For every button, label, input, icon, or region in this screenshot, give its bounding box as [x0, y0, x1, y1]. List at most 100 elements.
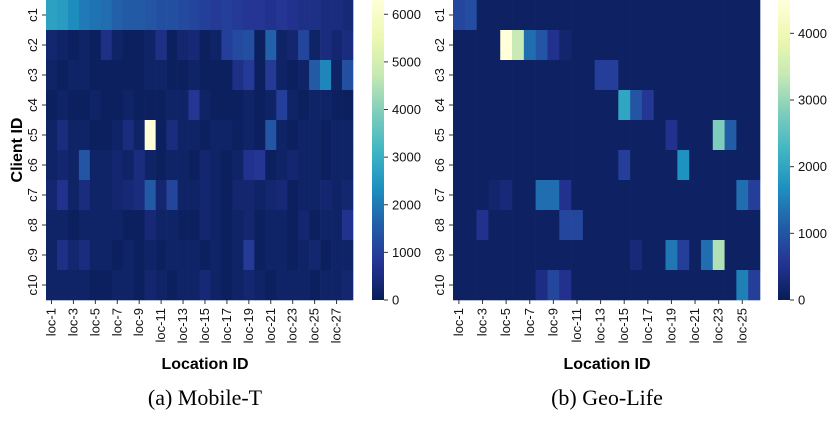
heatmap-cell-c5-loc-5	[89, 120, 102, 151]
heatmap-cell-c6-loc-5	[500, 150, 513, 181]
heatmap-cell-c6-loc-7	[523, 150, 536, 181]
heatmap-cell-c10-loc-15	[618, 270, 631, 301]
heatmap-cell-c4-loc-11	[571, 90, 584, 121]
heatmap-cell-c6-loc-13	[177, 150, 189, 181]
heatmap-cell-c7-loc-18	[653, 180, 666, 211]
heatmap-cell-c5-loc-25	[736, 120, 749, 151]
x-tick-label-loc-7: loc-7	[109, 308, 124, 336]
heatmap-cell-c10-loc-5	[500, 270, 513, 301]
heatmap-cell-c3-loc-15	[199, 60, 211, 91]
x-tick-label-loc-3: loc-3	[65, 308, 80, 336]
y-tick-label-c1: c1	[25, 8, 40, 22]
x-tick-label-loc-11: loc-11	[153, 308, 168, 342]
x-tick-label-loc-25: loc-25	[734, 308, 749, 343]
heatmap-cell-c6-loc-4	[78, 150, 91, 181]
heatmap-cell-c9-loc-22	[276, 240, 288, 271]
heatmap-cell-c9-loc-7	[523, 240, 536, 271]
heatmap-cell-c7-loc-15	[618, 180, 631, 211]
heatmap-cell-c7-loc-8	[535, 180, 548, 211]
heatmap-cell-c5-loc-21	[265, 120, 277, 151]
heatmap-cell-c7-loc-20	[254, 180, 266, 211]
heatmap-cell-c1-loc-6	[512, 0, 525, 31]
heatmap-cell-c7-loc-13	[594, 180, 607, 211]
heatmap-cell-c7-loc-5	[89, 180, 102, 211]
colorbar-gradient	[778, 0, 790, 300]
heatmap-cell-c3-loc-12	[166, 60, 178, 91]
heatmap-cell-c3-loc-15	[618, 60, 631, 91]
heatmap-cell-c10-loc-2	[56, 270, 69, 301]
heatmap-cell-c1-loc-16	[630, 0, 643, 31]
heatmap-cell-c6-loc-26	[748, 150, 761, 181]
heatmap-cell-c1-loc-3	[67, 0, 80, 31]
heatmap-cell-c8-loc-25	[736, 210, 749, 241]
heatmap-cell-c4-loc-28	[342, 90, 354, 121]
heatmap-cell-c4-loc-25	[309, 90, 321, 121]
heatmap-cell-c9-loc-5	[89, 240, 102, 271]
heatmap-cell-c5-loc-27	[331, 120, 343, 151]
heatmap-cell-c4-loc-17	[221, 90, 233, 121]
heatmap-cell-c10-loc-18	[232, 270, 244, 301]
heatmap-cell-c3-loc-13	[594, 60, 607, 91]
heatmap-cell-c3-loc-24	[298, 60, 310, 91]
heatmap-cell-c5-loc-1	[46, 120, 58, 151]
heatmap-cell-c5-loc-24	[298, 120, 310, 151]
heatmap-cell-c9-loc-16	[210, 240, 222, 271]
heatmap-cell-c3-loc-18	[653, 60, 666, 91]
heatmap-cell-c9-loc-19	[665, 240, 678, 271]
heatmap-cell-c7-loc-8	[122, 180, 135, 211]
heatmap-cell-c2-loc-7	[523, 30, 536, 61]
heatmap-cell-c2-loc-6	[512, 30, 525, 61]
heatmap-cell-c3-loc-22	[700, 60, 714, 91]
heatmap-cell-c3-loc-4	[78, 60, 91, 91]
heatmap-cell-c9-loc-11	[571, 240, 584, 271]
heatmap-cell-c4-loc-8	[122, 90, 135, 121]
heatmap-cell-c5-loc-26	[748, 120, 761, 151]
heatmap-cell-c5-loc-4	[488, 120, 501, 151]
heatmap-cell-c1-loc-8	[122, 0, 135, 31]
heatmap-cell-c7-loc-25	[309, 180, 321, 211]
heatmap-cell-c2-loc-23	[712, 30, 725, 61]
heatmap-cell-c1-loc-8	[535, 0, 548, 31]
heatmap-cell-c10-loc-13	[594, 270, 607, 301]
heatmap-cell-c4-loc-4	[78, 90, 91, 121]
heatmap-cell-c7-loc-6	[100, 180, 113, 211]
heatmap-cell-c5-loc-8	[535, 120, 548, 151]
heatmap-cell-c9-loc-20	[254, 240, 266, 271]
heatmap-cell-c2-loc-28	[342, 30, 354, 61]
heatmap-cell-c5-loc-15	[199, 120, 211, 151]
y-tick-label-c10: c10	[432, 275, 447, 296]
heatmap-cell-c2-loc-9	[133, 30, 145, 61]
heatmap-cell-c10-loc-7	[111, 270, 124, 301]
heatmap-cell-c1-loc-10	[144, 0, 156, 31]
heatmap-cell-c10-loc-5	[89, 270, 102, 301]
heatmap-cell-c7-loc-14	[606, 180, 619, 211]
heatmap-cell-c9-loc-1	[46, 240, 58, 271]
heatmap-cell-c9-loc-7	[111, 240, 124, 271]
colorbar-tick-label-3000: 3000	[392, 150, 421, 165]
x-tick-label-loc-5: loc-5	[498, 308, 513, 336]
heatmap-cell-c1-loc-20	[677, 0, 690, 31]
colorbar-tick-label-5000: 5000	[392, 54, 421, 69]
heatmap-cell-c7-loc-13	[177, 180, 189, 211]
heatmap-cell-c10-loc-6	[100, 270, 113, 301]
caption-a: (a) Mobile-T	[148, 385, 263, 410]
heatmap-cell-c6-loc-20	[254, 150, 266, 181]
x-tick-label-loc-1: loc-1	[43, 308, 58, 336]
heatmap-cell-c9-loc-18	[653, 240, 666, 271]
heatmap-cell-c8-loc-2	[56, 210, 69, 241]
heatmap-cell-c10-loc-23	[287, 270, 299, 301]
heatmap-cell-c8-loc-11	[155, 210, 167, 241]
colorbar-gradient	[372, 0, 384, 300]
heatmap-cell-c10-loc-13	[177, 270, 189, 301]
heatmap-cell-c4-loc-8	[535, 90, 548, 121]
x-axis-label-b: Location ID	[563, 356, 650, 373]
heatmap-cell-c5-loc-3	[67, 120, 80, 151]
heatmap-cell-c6-loc-10	[559, 150, 572, 181]
heatmap-cell-c7-loc-7	[523, 180, 536, 211]
x-tick-label-loc-21: loc-21	[687, 308, 702, 343]
x-tick-label-loc-23: loc-23	[285, 308, 300, 343]
heatmap-cell-c6-loc-19	[243, 150, 255, 181]
heatmap-cell-c3-loc-20	[677, 60, 690, 91]
heatmap-cell-c7-loc-15	[199, 180, 211, 211]
heatmap-cell-c9-loc-16	[630, 240, 643, 271]
